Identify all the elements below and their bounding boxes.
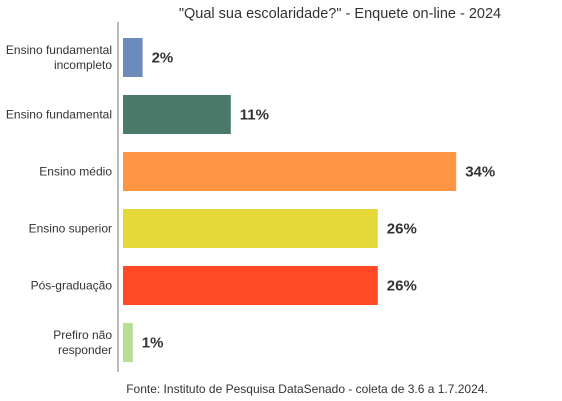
- category-label-2: Ensino médio: [39, 165, 112, 179]
- source-note: Fonte: Instituto de Pesquisa DataSenado …: [126, 382, 488, 396]
- category-label-1: Ensino fundamental: [6, 108, 112, 122]
- chart-title: "Qual sua escolaridade?" - Enquete on-li…: [179, 6, 501, 22]
- category-labels: Ensino fundamental incompleto Ensino funda…: [6, 43, 112, 357]
- value-label-3: 26%: [387, 221, 417, 238]
- value-label-4: 26%: [387, 278, 417, 295]
- category-label-4: Pós-graduação: [31, 279, 113, 293]
- category-label-3: Ensino superior: [29, 222, 112, 236]
- bar-3: [123, 209, 378, 248]
- bar-2: [123, 152, 457, 191]
- category-label-0: Ensino fundamental incompleto: [6, 43, 112, 72]
- category-label-5: Prefiro não responder: [53, 328, 112, 357]
- bar-5: [123, 323, 133, 362]
- value-label-5: 1%: [142, 335, 164, 352]
- value-label-0: 2%: [152, 50, 174, 67]
- bar-1: [123, 95, 231, 134]
- value-labels: 2% 11% 34% 26% 26% 1%: [142, 50, 495, 352]
- value-label-1: 11%: [240, 107, 269, 124]
- bars-group: [123, 38, 457, 362]
- bar-0: [123, 38, 143, 77]
- bar-4: [123, 266, 378, 305]
- value-label-2: 34%: [465, 164, 495, 181]
